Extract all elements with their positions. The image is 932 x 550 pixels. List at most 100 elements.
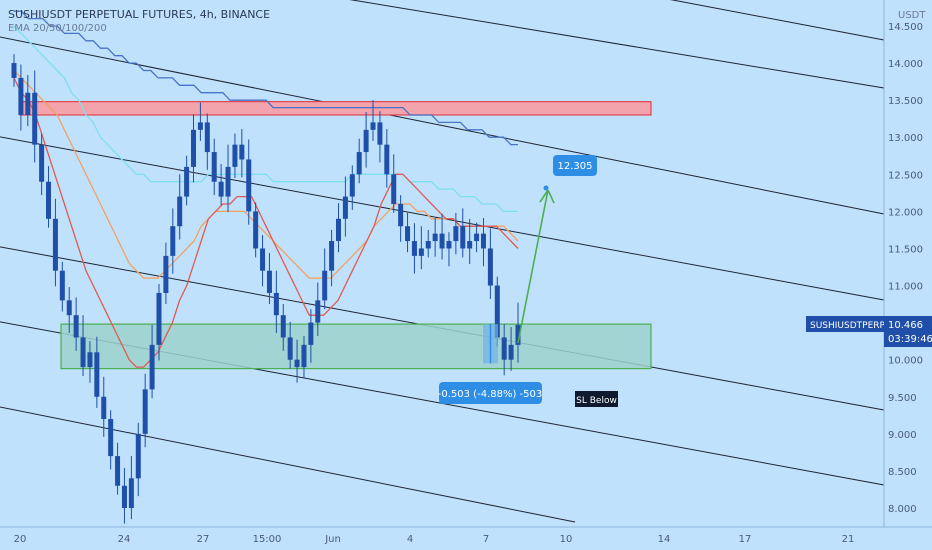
candle-body [246, 159, 252, 212]
channel-line [0, 36, 885, 215]
candle-body [101, 396, 107, 420]
candle-body [156, 292, 162, 345]
candle-body [418, 248, 424, 256]
ema200-line [14, 10, 518, 146]
candlesticks [11, 54, 521, 524]
candle-body [301, 344, 307, 368]
measure-label: -0.503 (-4.88%) -503 [438, 389, 542, 400]
target-point [543, 185, 549, 191]
channel-line [0, 406, 576, 523]
candle-body [149, 344, 155, 390]
candle-body [135, 433, 141, 479]
candle-body [260, 248, 266, 271]
candle-body [405, 226, 411, 242]
candle-body [128, 478, 134, 508]
candle-body [232, 144, 238, 167]
candle-body [432, 233, 438, 242]
candle-body [446, 241, 452, 249]
candle-body [501, 337, 507, 360]
y-axis-panel [884, 0, 932, 527]
y-tick-label: 14.000 [888, 59, 923, 70]
target-label-box [553, 155, 597, 176]
x-tick-label: 7 [483, 534, 489, 545]
indicator-legend: EMA 20/50/100/200 [8, 23, 107, 34]
candle-body [391, 174, 397, 204]
candle-body [363, 129, 369, 153]
candle-body [411, 241, 417, 256]
annotations-overlay: -0.503 (-4.88%) -503 SL Below 12.305 [438, 155, 618, 407]
candle-body [73, 315, 79, 338]
x-tick-label: 10 [560, 534, 573, 545]
y-tick-label: 9.500 [888, 393, 917, 404]
candle-body [342, 196, 348, 219]
y-tick-label: 13.500 [888, 96, 923, 107]
stop-label-box [575, 391, 618, 407]
candle-body [108, 419, 114, 457]
y-tick-label: 10.000 [888, 356, 923, 367]
candle-body [280, 315, 286, 338]
candle-body [356, 152, 362, 175]
candle-body [453, 226, 459, 242]
chart-header: SUSHIUSDT PERPETUAL FUTURES, 4h, BINANCE… [8, 8, 270, 36]
symbol-tag [806, 316, 884, 332]
ema20-line [13, 77, 519, 368]
candle-body [191, 129, 197, 167]
countdown-timer: 03:39:46 [888, 334, 932, 345]
x-tick-label: 24 [118, 534, 131, 545]
candle-body [425, 241, 431, 249]
candle-body [335, 218, 341, 242]
candle-body [32, 92, 38, 145]
candle-body [46, 181, 52, 219]
y-tick-label: 12.500 [888, 170, 923, 181]
candle-body [18, 77, 24, 115]
channel-line [349, 0, 885, 89]
y-tick-label: 12.000 [888, 207, 923, 218]
candle-body [329, 241, 335, 271]
candle-body [273, 292, 279, 316]
y-tick-label: 8.500 [888, 467, 917, 478]
x-tick-label: 27 [197, 534, 210, 545]
channel-line [0, 136, 885, 301]
candle-body [494, 285, 500, 338]
target-label: 12.305 [558, 161, 593, 172]
x-tick-label: 21 [842, 534, 855, 545]
candle-body [439, 233, 445, 249]
target-arrow-line [517, 189, 549, 344]
candle-body [184, 166, 190, 197]
candle-body [308, 322, 314, 345]
resistance-zone [19, 101, 652, 116]
candle-body [480, 233, 486, 249]
candle-body [121, 485, 127, 508]
channel-line [670, 0, 885, 41]
x-tick-label: Jun [324, 534, 341, 545]
x-axis-panel [0, 527, 932, 550]
candle-body [163, 255, 169, 293]
last-price-tag [884, 316, 932, 347]
candle-body [508, 344, 514, 360]
stop-label: SL Below [576, 396, 617, 406]
candle-body [460, 226, 466, 249]
candle-body [322, 270, 328, 301]
target-arrow-head [539, 189, 555, 204]
candle-body [349, 174, 355, 197]
y-tick-label: 14.500 [888, 22, 923, 33]
candle-body [294, 359, 300, 368]
symbol-tag-text: SUSHIUSDTPERP [810, 321, 886, 331]
candle-body [211, 152, 217, 182]
candle-body [142, 389, 148, 434]
candle-body [315, 300, 321, 323]
candle-body [515, 324, 521, 345]
candle-body [170, 226, 176, 256]
candle-body [115, 456, 121, 486]
last-price-value: 10.466 [888, 320, 923, 331]
x-tick-label: 20 [14, 534, 27, 545]
candle-body [225, 166, 231, 197]
y-tick-label: 8.000 [888, 504, 917, 515]
candle-body [398, 203, 404, 227]
candle-body [377, 122, 383, 145]
measure-label-box [439, 382, 542, 404]
ema100-line [13, 25, 518, 213]
y-tick-label: 11.500 [888, 244, 923, 255]
